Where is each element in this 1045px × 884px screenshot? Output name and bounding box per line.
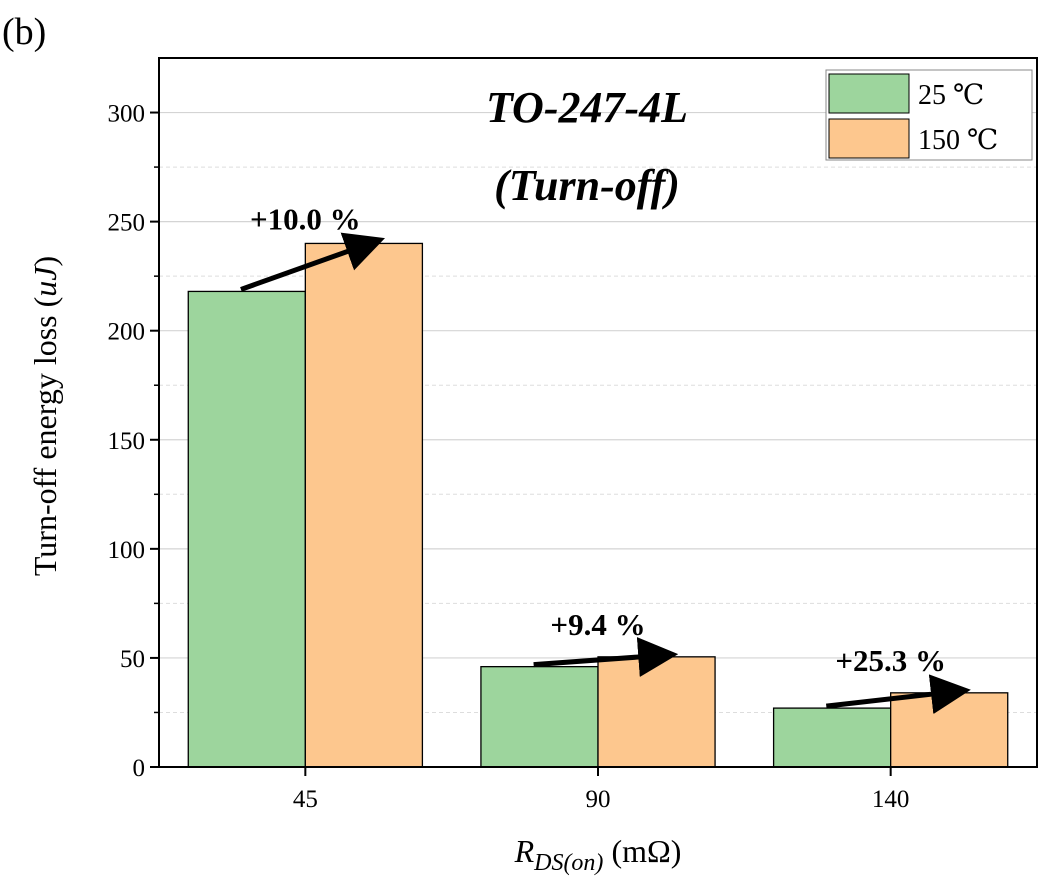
annotation-arrows: +10.0 % +9.4 % +25.3 % xyxy=(240,201,971,715)
panel-label: (b) xyxy=(2,11,46,53)
annotation-arrow xyxy=(240,232,385,292)
y-tick-label: 300 xyxy=(108,101,146,128)
y-axis-title: Turn-off energy loss (uJ) xyxy=(27,256,63,576)
percent-change-label: +25.3 % xyxy=(835,643,946,678)
bar-140-series-1 xyxy=(772,707,892,768)
y-tick-label: 250 xyxy=(108,210,146,237)
y-axis-title-unit: uJ xyxy=(27,265,63,297)
x-axis-title-unit: (mΩ) xyxy=(611,833,681,869)
y-tick-label: 50 xyxy=(120,646,145,673)
bar-90-series-1 xyxy=(480,665,599,768)
chart-title-line2: (Turn-off) xyxy=(494,161,680,210)
chart-title-line1: TO-247-4L xyxy=(486,83,688,132)
x-axis-title: RDS(on) (mΩ) xyxy=(514,833,682,876)
legend-label-25c: 25 ℃ xyxy=(918,80,984,111)
y-tick-label: 150 xyxy=(108,428,146,455)
bar-140-series-2 xyxy=(890,692,1009,768)
annotation-arrow xyxy=(533,637,679,677)
y-tick-label: 0 xyxy=(133,755,146,782)
legend-label-150c: 150 ℃ xyxy=(918,125,998,156)
x-tick-label: 90 xyxy=(586,786,611,813)
bar-45-series-2 xyxy=(304,242,424,768)
y-tick-label: 100 xyxy=(108,537,146,564)
percent-change-label: +9.4 % xyxy=(550,607,645,642)
y-tick-label: 200 xyxy=(108,319,146,346)
bar-90-series-2 xyxy=(597,656,716,768)
bars xyxy=(187,242,1009,768)
percent-change-label: +10.0 % xyxy=(250,201,361,236)
legend: 25 ℃ 150 ℃ xyxy=(825,69,1033,161)
x-axis-title-main: R xyxy=(514,833,535,869)
x-tick-label: 140 xyxy=(872,786,910,813)
axis-ticks: 0 50 100 150 200 250 300 45 90 140 xyxy=(108,101,910,813)
legend-swatch-150c xyxy=(828,118,910,159)
bar-45-series-1 xyxy=(187,290,306,768)
x-axis-title-sub: DS(on) xyxy=(533,850,603,876)
annotation-arrow xyxy=(825,674,971,715)
y-axis-title-main: Turn-off energy loss ( xyxy=(27,297,63,576)
legend-swatch-25c xyxy=(828,73,910,114)
x-tick-label: 45 xyxy=(293,786,318,813)
y-axis-title-close: ) xyxy=(27,256,63,267)
